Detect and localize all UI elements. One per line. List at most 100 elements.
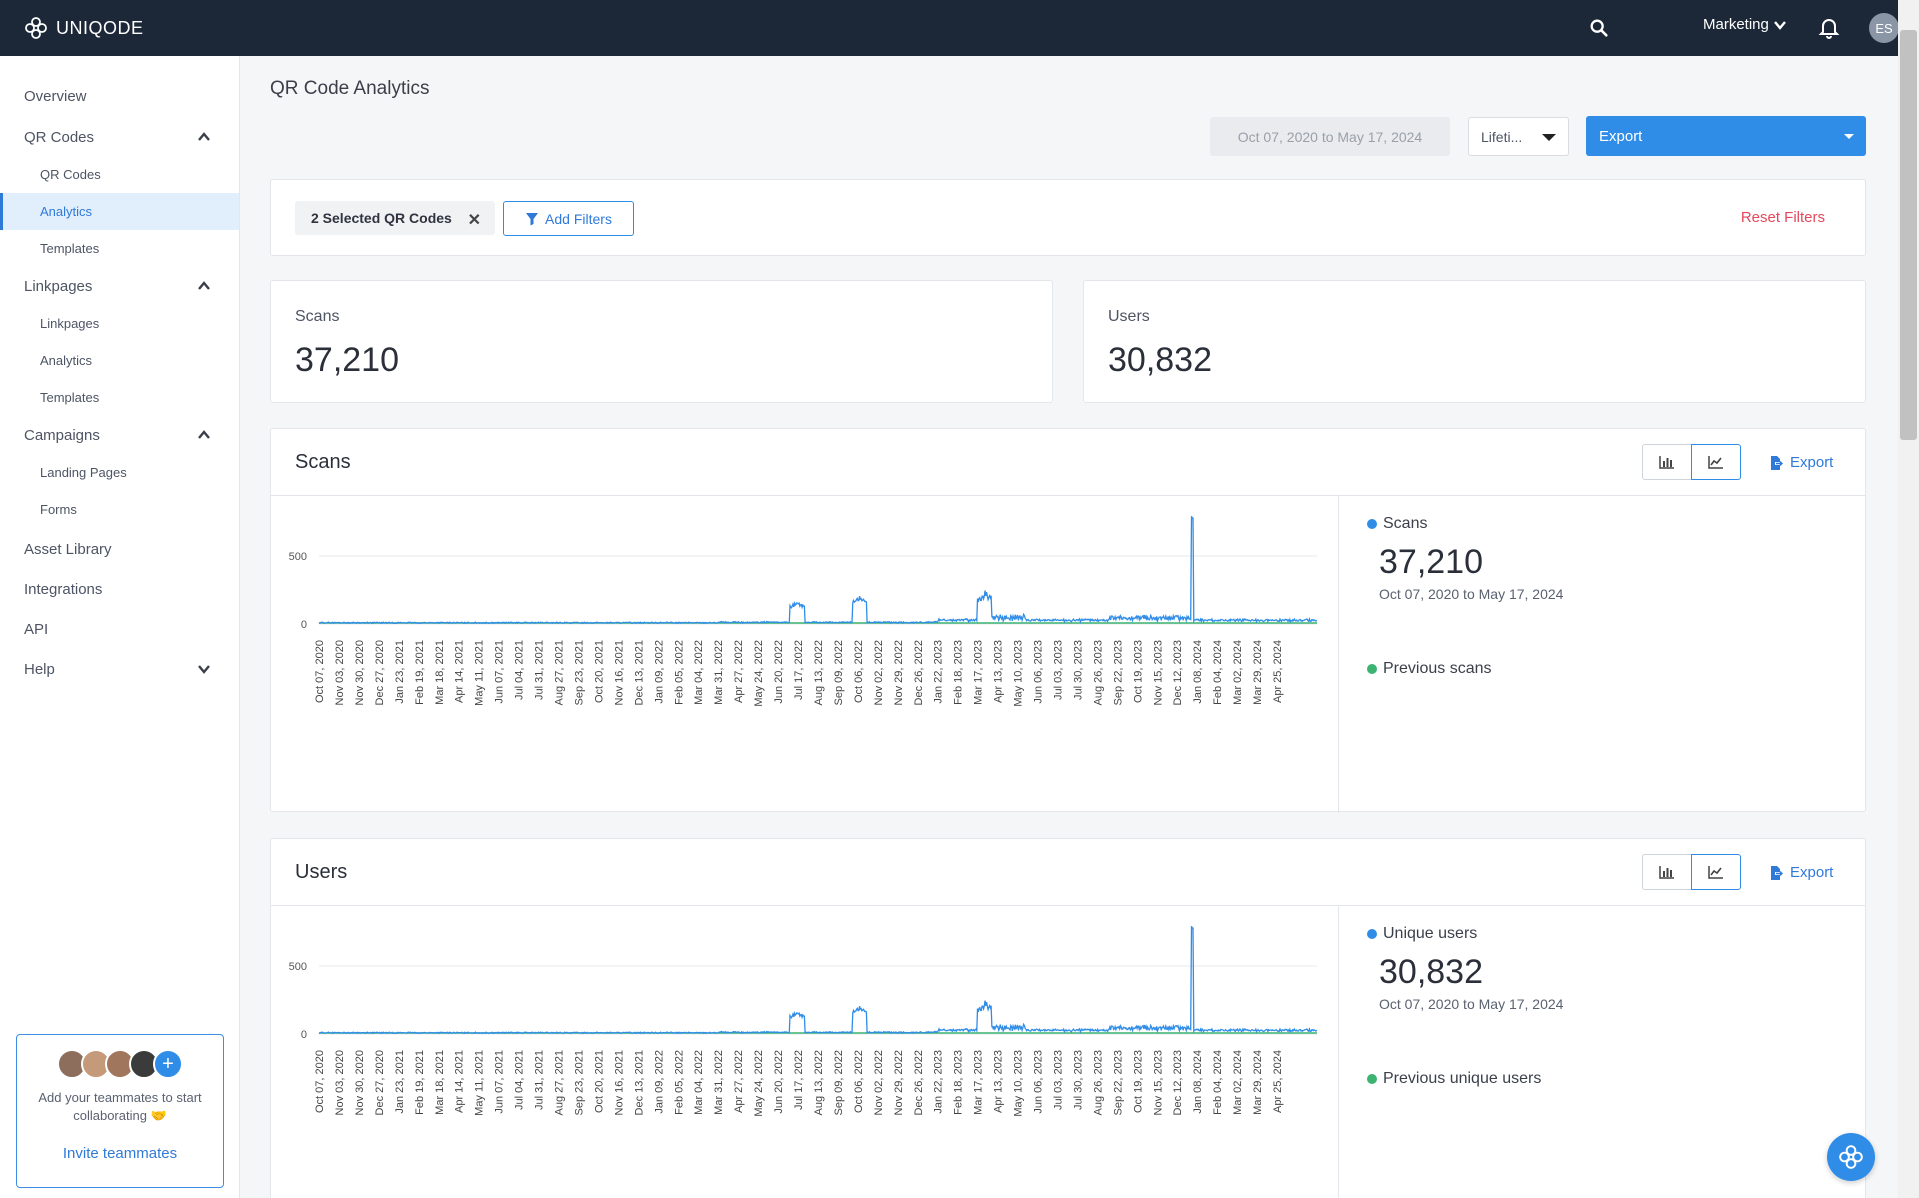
help-chat-button[interactable]	[1827, 1133, 1875, 1181]
users-export-button[interactable]: Export	[1768, 864, 1833, 881]
date-range-picker[interactable]: Oct 07, 2020 to May 17, 2024	[1210, 117, 1450, 156]
sidebar-subitem-linkpages-templates[interactable]: Templates	[0, 379, 239, 416]
filter-icon	[526, 212, 539, 225]
x-tick-label: Aug 26, 2023	[1092, 640, 1104, 705]
sidebar-subitem-qr-codes[interactable]: QR Codes	[0, 156, 239, 193]
x-tick-label: Nov 30, 2020	[354, 1050, 366, 1115]
x-tick-label: Feb 05, 2022	[673, 640, 685, 705]
chevron-down-icon	[1773, 20, 1786, 30]
chevron-up-icon[interactable]	[197, 428, 211, 442]
x-tick-label: May 24, 2022	[753, 640, 765, 707]
reset-filters-link[interactable]: Reset Filters	[1740, 209, 1825, 226]
legend-label: Unique users	[1383, 925, 1478, 942]
sidebar-item-label: QR Codes	[24, 128, 95, 146]
sidebar-item-label: Campaigns	[24, 426, 100, 444]
legend-label: Previous scans	[1383, 660, 1492, 677]
sidebar-item-help[interactable]: Help	[0, 650, 239, 688]
brand-logo[interactable]: UNIQODE	[24, 16, 144, 40]
teammate-avatars: +	[17, 1049, 223, 1079]
close-icon[interactable]: ✕	[467, 212, 481, 229]
sidebar-subitem-label: QR Codes	[40, 167, 101, 182]
add-filters-button[interactable]: Add Filters	[503, 201, 634, 236]
x-tick-label: Mar 17, 2023	[973, 1050, 985, 1115]
legend-previous[interactable]: Previous scans	[1367, 660, 1563, 678]
x-tick-label: Mar 02, 2024	[1232, 1050, 1244, 1115]
x-tick-label: Nov 29, 2022	[893, 640, 905, 705]
panel-title: Scans	[295, 451, 351, 473]
sidebar-subitem-linkpages[interactable]: Linkpages	[0, 305, 239, 342]
x-tick-label: Jan 08, 2024	[1192, 640, 1204, 704]
caret-down-icon[interactable]	[1844, 134, 1854, 139]
legend-value: 37,210	[1379, 543, 1483, 581]
sidebar-subitem-qr-analytics[interactable]: Analytics	[0, 193, 239, 230]
add-filters-label: Add Filters	[545, 210, 612, 227]
bar-chart-toggle[interactable]	[1642, 444, 1692, 480]
x-tick-label: Mar 29, 2024	[1252, 1050, 1264, 1115]
x-tick-label: Aug 13, 2022	[813, 1050, 825, 1115]
sidebar-item-label: API	[24, 620, 49, 638]
user-avatar[interactable]: ES	[1869, 13, 1899, 43]
sidebar-item-api[interactable]: API	[0, 610, 239, 648]
x-tick-label: Oct 07, 2020	[314, 1050, 326, 1113]
uniqode-logo-icon	[1839, 1145, 1863, 1169]
workspace-selector[interactable]: Marketing	[1703, 16, 1787, 33]
x-tick-label: May 10, 2023	[1013, 1050, 1025, 1117]
sidebar-item-asset-library[interactable]: Asset Library	[0, 530, 239, 568]
x-tick-label: Jul 30, 2023	[1072, 1050, 1084, 1110]
legend-date: Oct 07, 2020 to May 17, 2024	[1379, 586, 1564, 602]
line-chart-toggle[interactable]	[1691, 854, 1741, 890]
users-line-chart[interactable]: 0 500 Oct 07, 2020 Nov 03, 2020 Nov 30, 2020…	[271, 906, 1338, 1198]
sidebar-item-linkpages[interactable]: Linkpages	[0, 267, 239, 305]
chevron-up-icon[interactable]	[197, 130, 211, 144]
x-tick-label: Mar 31, 2022	[713, 640, 725, 705]
sidebar-subitem-label: Analytics	[40, 353, 93, 368]
export-button[interactable]: Export	[1586, 116, 1866, 156]
add-teammate-icon[interactable]: +	[153, 1049, 183, 1079]
sidebar-subitem-landing-pages[interactable]: Landing Pages	[0, 454, 239, 491]
search-icon[interactable]	[1588, 17, 1610, 39]
scans-export-button[interactable]: Export	[1768, 454, 1833, 471]
sidebar-subitem-qr-templates[interactable]: Templates	[0, 230, 239, 267]
page-title: QR Code Analytics	[270, 78, 430, 99]
legend-current[interactable]: Unique users	[1367, 925, 1563, 943]
sidebar-item-qr-codes[interactable]: QR Codes	[0, 118, 239, 156]
sidebar-item-campaigns[interactable]: Campaigns	[0, 416, 239, 454]
sidebar-item-label: Linkpages	[24, 277, 93, 295]
line-chart-toggle[interactable]	[1691, 444, 1741, 480]
sidebar-item-label: Integrations	[24, 580, 103, 598]
x-tick-label: May 11, 2021	[474, 640, 486, 706]
y-tick-label: 500	[289, 961, 307, 973]
bell-icon[interactable]	[1817, 15, 1841, 39]
x-tick-label: Nov 02, 2022	[873, 1050, 885, 1115]
legend-current[interactable]: Scans	[1367, 515, 1563, 533]
legend-previous[interactable]: Previous unique users	[1367, 1070, 1563, 1088]
x-tick-label: Mar 18, 2021	[434, 1050, 446, 1115]
invite-teammates-link[interactable]: Invite teammates	[62, 1145, 178, 1162]
divider	[1338, 496, 1339, 813]
scans-legend: Scans 37,210 Oct 07, 2020 to May 17, 202…	[1367, 515, 1563, 678]
chevron-down-icon[interactable]	[197, 662, 211, 676]
x-tick-label: Dec 12, 2023	[1172, 640, 1184, 705]
x-tick-label: Jan 22, 2023	[933, 1050, 945, 1114]
chevron-up-icon[interactable]	[197, 279, 211, 293]
x-tick-label: Apr 25, 2024	[1272, 640, 1284, 703]
x-tick-label: Oct 19, 2023	[1132, 640, 1144, 703]
x-tick-label: Oct 20, 2021	[593, 1050, 605, 1113]
x-tick-label: Nov 30, 2020	[354, 640, 366, 705]
sidebar-subitem-linkpages-analytics[interactable]: Analytics	[0, 342, 239, 379]
sidebar-subitem-forms[interactable]: Forms	[0, 491, 239, 528]
sidebar-subitem-label: Templates	[40, 241, 100, 256]
sidebar-item-label: Help	[24, 660, 55, 678]
scrollbar-thumb[interactable]	[1900, 30, 1917, 440]
bar-chart-toggle[interactable]	[1642, 854, 1692, 890]
period-select[interactable]: Lifeti...	[1468, 117, 1569, 156]
x-tick-label: Aug 27, 2021	[554, 640, 566, 705]
scans-line-chart[interactable]: 0 500 Oct 07, 2020 Nov 03, 2020 Nov 30, 2020…	[271, 496, 1338, 813]
x-tick-label: Sep 22, 2023	[1112, 640, 1124, 705]
users-legend: Unique users 30,832 Oct 07, 2020 to May …	[1367, 925, 1563, 1088]
selected-qr-codes-chip[interactable]: 2 Selected QR Codes ✕	[295, 201, 495, 235]
x-tick-label: Dec 13, 2021	[633, 640, 645, 705]
x-tick-label: Apr 13, 2023	[993, 640, 1005, 703]
sidebar-item-overview[interactable]: Overview	[0, 77, 239, 115]
sidebar-item-integrations[interactable]: Integrations	[0, 570, 239, 608]
